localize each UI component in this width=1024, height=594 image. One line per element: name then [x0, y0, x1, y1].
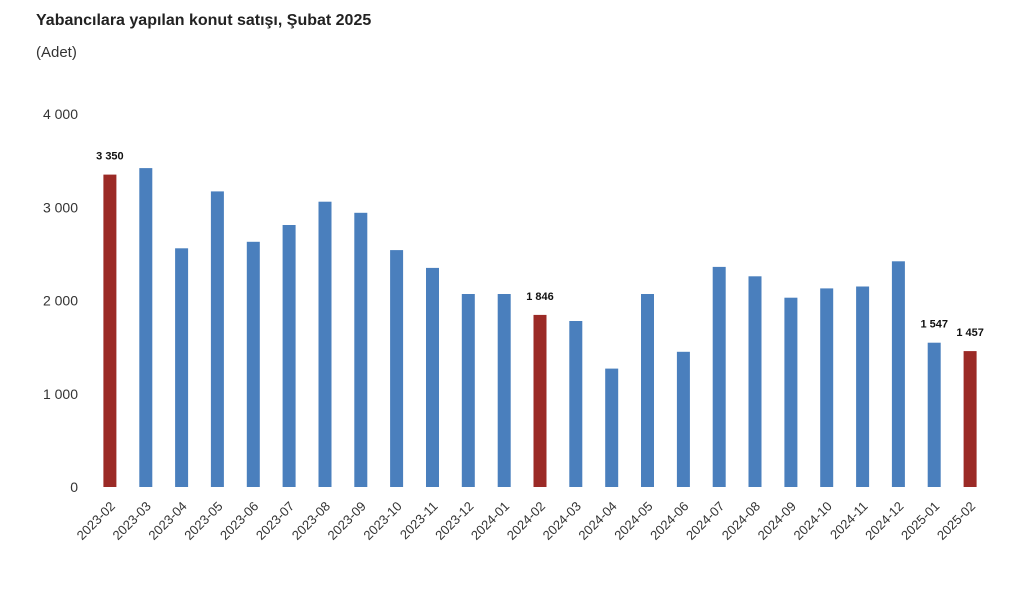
bar-2023-09: [354, 212, 368, 488]
bar-2024-02: [533, 314, 547, 487]
data-label-2025-02: 1 457: [956, 327, 984, 339]
x-axis: 2023-022023-032023-042023-052023-062023-…: [74, 499, 979, 543]
x-tick-label: 2024-07: [683, 499, 727, 543]
x-tick-label: 2025-01: [898, 499, 942, 543]
bar-2023-10: [390, 250, 404, 487]
x-tick-label: 2023-09: [325, 499, 369, 543]
x-tick-label: 2023-04: [145, 499, 189, 543]
y-tick-label: 0: [70, 479, 78, 495]
x-tick-label: 2024-09: [755, 499, 799, 543]
bar-2024-10: [820, 288, 834, 487]
x-tick-label: 2023-03: [110, 499, 154, 543]
bar-2023-04: [175, 248, 189, 487]
bar-2024-05: [641, 294, 654, 487]
data-label-2023-02: 3 350: [96, 151, 124, 163]
data-label-2024-02: 1 846: [526, 291, 554, 303]
y-tick-label: 4 000: [43, 106, 78, 122]
chart-unit-label: (Adet): [36, 44, 77, 61]
bar-2024-08: [748, 276, 762, 487]
x-tick-label: 2023-08: [289, 499, 333, 543]
bar-2023-12: [461, 294, 475, 487]
bar-2024-09: [784, 297, 798, 487]
bar-2024-12: [891, 261, 905, 487]
x-tick-label: 2023-06: [217, 499, 261, 543]
x-tick-label: 2024-12: [862, 499, 906, 543]
x-tick-label: 2023-11: [397, 499, 441, 543]
bar-2024-01: [497, 294, 511, 487]
bar-2024-11: [856, 286, 870, 487]
y-tick-label: 3 000: [43, 199, 78, 215]
x-tick-label: 2024-10: [790, 499, 834, 543]
bar-2023-08: [318, 201, 332, 487]
x-tick-label: 2025-02: [934, 499, 978, 543]
x-tick-label: 2024-08: [719, 499, 763, 543]
bars: [103, 168, 977, 488]
bar-2024-07: [712, 266, 726, 487]
y-tick-label: 1 000: [43, 386, 78, 402]
bar-2025-02: [963, 351, 977, 487]
bar-2023-05: [210, 191, 224, 487]
y-axis: 0 1 000 2 000 3 000 4 000: [43, 106, 78, 495]
x-tick-label: 2024-01: [468, 499, 512, 543]
data-label-2025-01: 1 547: [920, 319, 948, 331]
x-tick-label: 2023-10: [360, 499, 404, 543]
bar-2023-03: [139, 168, 153, 487]
bar-2024-03: [569, 321, 583, 487]
x-tick-label: 2024-02: [504, 499, 548, 543]
x-tick-label: 2023-02: [74, 499, 118, 543]
x-tick-label: 2023-12: [432, 499, 476, 543]
x-tick-label: 2024-06: [647, 499, 691, 543]
bar-2023-07: [282, 225, 296, 487]
bar-2023-11: [426, 267, 439, 487]
bar-2023-06: [246, 241, 260, 487]
y-tick-label: 2 000: [43, 293, 78, 309]
x-tick-label: 2024-05: [611, 499, 655, 543]
bar-2024-04: [605, 368, 619, 487]
x-tick-label: 2024-04: [575, 499, 619, 543]
bar-2025-01: [927, 342, 941, 487]
data-labels: 3 350 1 846 1 547 1 457: [96, 151, 984, 340]
x-tick-label: 2024-11: [827, 499, 871, 543]
x-tick-label: 2024-03: [540, 499, 584, 543]
bar-2023-02: [103, 174, 117, 487]
chart-title: Yabancılara yapılan konut satışı, Şubat …: [36, 12, 372, 29]
bar-2024-06: [676, 351, 690, 487]
x-tick-label: 2023-05: [181, 499, 225, 543]
x-tick-label: 2023-07: [253, 499, 297, 543]
